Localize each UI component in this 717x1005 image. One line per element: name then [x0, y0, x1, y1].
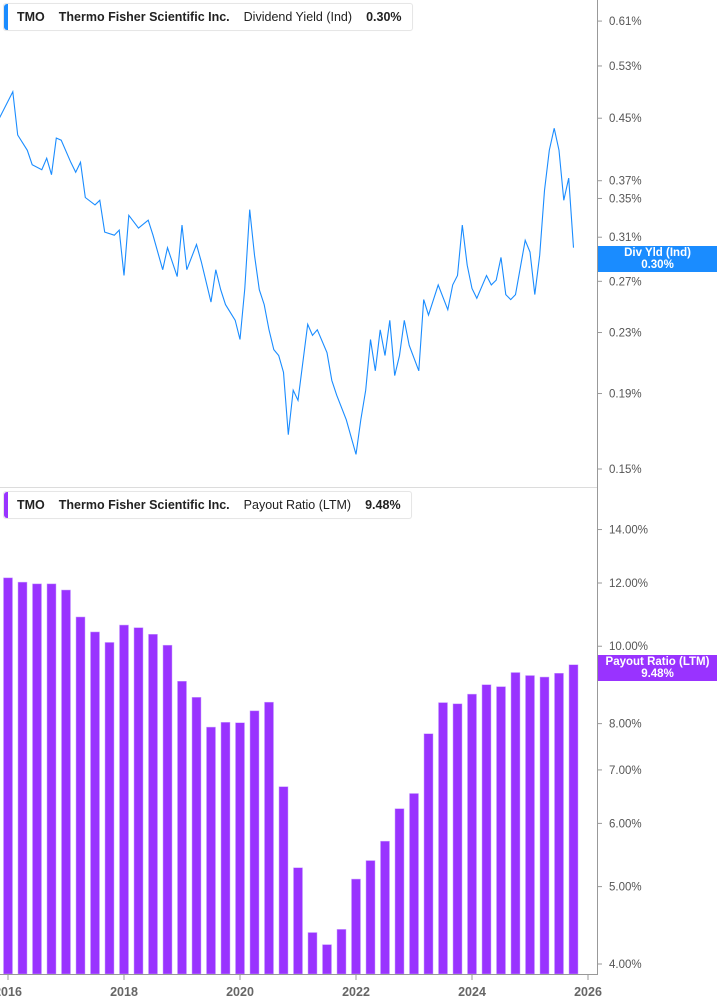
payout-bar: [61, 589, 71, 975]
x-tick-label: 2020: [226, 985, 254, 999]
y-tick-label: 14.00%: [609, 525, 648, 537]
payout-bar: [148, 634, 158, 975]
payout-bar: [336, 929, 347, 975]
payout-legend: TMO Thermo Fisher Scientific Inc. Payout…: [3, 491, 412, 519]
x-tick-label: 2024: [458, 985, 486, 999]
payout-bar: [177, 680, 187, 975]
y-tick-label: 5.00%: [609, 882, 642, 894]
y-tick-label: 0.31%: [609, 232, 642, 244]
flag-label: Div Yld (Ind): [624, 247, 691, 259]
payout-bar: [423, 733, 434, 975]
payout-bar: [162, 644, 173, 975]
legend-company: Thermo Fisher Scientific Inc.: [58, 498, 230, 512]
y-tick-label: 0.61%: [609, 16, 642, 28]
legend-value: 9.48%: [365, 498, 401, 512]
payout-bar: [119, 624, 129, 975]
payout-bar: [17, 581, 28, 975]
payout-bar: [568, 664, 579, 975]
payout-bar: [496, 686, 506, 975]
x-tick-label: 2022: [342, 985, 370, 999]
payout-bar: [394, 808, 405, 975]
legend-ticker: TMO: [17, 10, 45, 24]
payout-bar: [481, 684, 492, 975]
payout-bar: [32, 583, 42, 975]
x-tick-label: 2026: [574, 985, 602, 999]
payout-bar: [365, 860, 376, 975]
legend-company: Thermo Fisher Scientific Inc.: [58, 10, 230, 24]
y-tick-label: 4.00%: [609, 959, 642, 971]
y-tick-label: 0.45%: [609, 113, 642, 125]
legend-metric: Dividend Yield (Ind): [243, 10, 353, 24]
div-yield-last-value-flag: Div Yld (Ind) 0.30%: [598, 246, 717, 272]
legend-metric: Payout Ratio (LTM): [243, 498, 352, 512]
payout-bar: [539, 676, 550, 975]
y-tick-label: 0.35%: [609, 193, 642, 205]
payout-bar: [3, 577, 13, 975]
y-tick-label: 0.23%: [609, 328, 642, 340]
x-axis: 2016 2018 2020 2022 2024 2026: [0, 974, 602, 999]
payout-bar: [351, 878, 361, 975]
legend-ticker: TMO: [17, 498, 45, 512]
legend-color-swatch: [4, 492, 8, 518]
payout-bar: [191, 697, 202, 975]
payout-bar: [278, 786, 289, 975]
payout-bar: [438, 702, 448, 975]
y-tick-label: 12.00%: [609, 578, 648, 590]
flag-label: Payout Ratio (LTM): [605, 656, 710, 668]
y-tick-label: 10.00%: [609, 641, 648, 653]
y-tick-label: 8.00%: [609, 719, 642, 731]
y-tick-label: 0.37%: [609, 176, 642, 188]
payout-last-value-flag: Payout Ratio (LTM) 9.48%: [598, 655, 717, 681]
payout-bar: [264, 701, 274, 975]
x-tick-label: 2018: [110, 985, 138, 999]
payout-y-axis: 14.00% 12.00% 10.00% 8.00% 7.00% 6.00% 5.00% 4.…: [598, 525, 648, 971]
payout-bar: [46, 583, 57, 975]
y-tick-label: 0.27%: [609, 276, 642, 288]
payout-bar: [206, 726, 216, 975]
payout-bar: [293, 867, 303, 975]
payout-bar: [75, 616, 86, 975]
legend-color-swatch: [4, 4, 8, 30]
y-tick-label: 0.19%: [609, 389, 642, 401]
payout-bar: [133, 627, 144, 975]
flag-value: 9.48%: [641, 668, 674, 680]
payout-bar: [467, 693, 477, 975]
y-tick-label: 0.53%: [609, 61, 642, 73]
flag-value: 0.30%: [641, 259, 674, 271]
payout-bar: [104, 642, 115, 975]
legend-value: 0.30%: [366, 10, 402, 24]
payout-bar: [90, 631, 100, 975]
div-yield-y-axis: 0.61% 0.53% 0.45% 0.37% 0.35% 0.31% 0.27% 0.23%…: [598, 16, 642, 476]
payout-bar: [554, 673, 564, 975]
payout-bars: [3, 577, 579, 975]
payout-bar: [452, 703, 463, 975]
div-yield-line: [0, 89, 575, 455]
y-tick-label: 6.00%: [609, 818, 642, 830]
div-yield-legend: TMO Thermo Fisher Scientific Inc. Divide…: [3, 3, 413, 31]
payout-bar: [525, 675, 535, 975]
payout-bar: [409, 793, 419, 975]
y-tick-label: 7.00%: [609, 765, 642, 777]
payout-bar: [249, 710, 260, 975]
payout-bar: [307, 932, 318, 975]
payout-bar: [322, 944, 332, 975]
payout-bar: [380, 840, 390, 975]
payout-bar: [220, 722, 231, 975]
x-tick-label: 2016: [0, 985, 22, 999]
payout-bar: [510, 672, 521, 975]
payout-bar: [235, 722, 245, 975]
y-tick-label: 0.15%: [609, 464, 642, 476]
